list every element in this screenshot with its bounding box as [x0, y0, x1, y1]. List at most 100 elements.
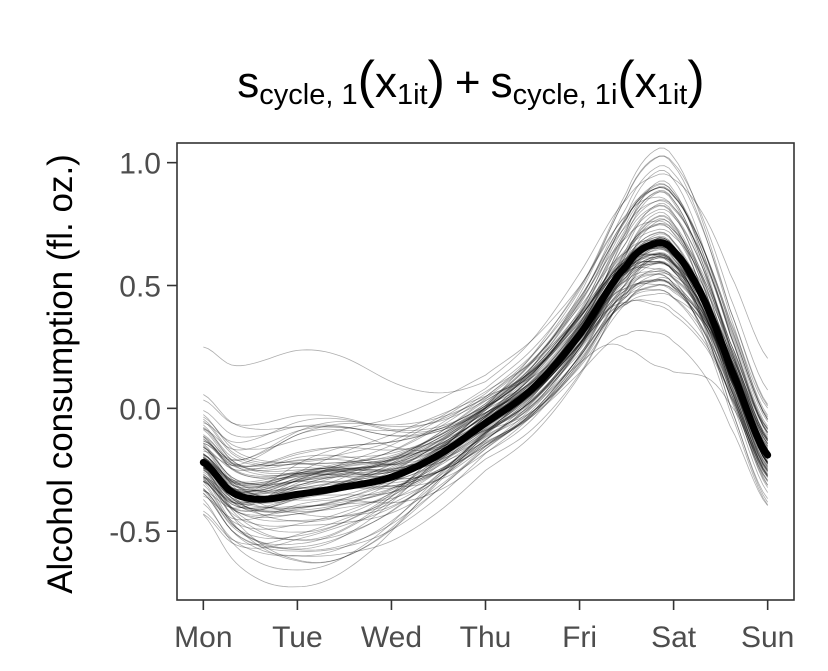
title-x1-sub: 1it [397, 79, 428, 111]
individual-curve [203, 165, 768, 431]
title-plus: + [455, 58, 481, 107]
individual-curve [203, 233, 768, 496]
individual-curve [203, 187, 769, 438]
x-tick-label: Fri [562, 621, 597, 654]
individual-curve [203, 183, 768, 479]
individual-curve [203, 330, 768, 549]
title-paren2-close: ) [687, 51, 704, 109]
individual-curve [203, 203, 768, 496]
individual-curve [203, 249, 768, 489]
x-tick-label: Wed [361, 621, 422, 654]
individual-curve [203, 280, 768, 509]
individual-curve [203, 186, 768, 466]
y-tick-label: 0.0 [119, 393, 161, 426]
y-axis: -0.5 0.0 0.5 1.0 [109, 148, 177, 549]
individual-curve [203, 232, 768, 541]
title-s2: s [491, 58, 513, 107]
individual-curve [203, 220, 769, 477]
x-tick-label: Sat [651, 621, 697, 654]
individual-curve [203, 280, 768, 492]
y-axis-label: Alcohol consumption (fl. oz.) [41, 154, 80, 594]
individual-curve [203, 284, 768, 492]
y-tick-label: -0.5 [109, 516, 161, 549]
individual-curve [203, 279, 768, 471]
individual-curve [203, 266, 768, 499]
individual-curve [203, 279, 768, 467]
individual-curve [203, 253, 768, 521]
individual-curve [203, 284, 768, 487]
individual-curve [203, 253, 769, 501]
individual-curve [203, 253, 768, 487]
individual-curve [203, 292, 768, 564]
individual-curve [203, 219, 768, 511]
individual-curve [203, 228, 768, 501]
individual-curve [203, 223, 768, 513]
individual-curve [203, 186, 768, 480]
individual-curve [203, 252, 769, 527]
individual-curve [203, 270, 768, 504]
y-tick-label: 0.5 [119, 271, 161, 304]
individual-curve [203, 191, 768, 468]
x-axis: Mon Tue Wed Thu Fri Sat Sun [174, 600, 794, 654]
individual-curve [203, 196, 769, 476]
individual-curve [203, 215, 768, 493]
individual-curve [203, 267, 768, 509]
individual-curve [203, 255, 768, 504]
x-tick-label: Mon [174, 621, 232, 654]
individual-curve [203, 247, 768, 541]
individual-curve [203, 147, 768, 464]
individual-curve [203, 245, 769, 503]
title-x2-sub: 1it [657, 79, 688, 111]
title-x1: x [375, 58, 397, 107]
individual-curve [203, 199, 768, 467]
individual-curve [203, 224, 768, 486]
individual-curve [203, 289, 768, 530]
title-paren1-close: ) [428, 51, 445, 109]
individual-curve [203, 262, 768, 505]
individual-curve [203, 246, 768, 571]
individual-curve [203, 200, 768, 476]
individual-curve [203, 180, 768, 495]
title-x2: x [635, 58, 657, 107]
individual-curve [203, 272, 768, 483]
individual-curve [203, 184, 768, 472]
individual-curve [203, 256, 768, 563]
individual-curve [203, 261, 768, 470]
individual-curve [203, 235, 768, 510]
individual-curve [203, 215, 768, 484]
individual-curve [203, 282, 768, 500]
individual-curve [203, 231, 768, 557]
individual-curve [203, 155, 769, 473]
individual-curve [203, 253, 768, 533]
individual-curve [203, 256, 768, 551]
individual-curve [203, 170, 768, 443]
y-tick-label: 1.0 [119, 148, 161, 181]
individual-curve [203, 277, 768, 491]
x-tick-label: Tue [272, 621, 323, 654]
individual-curve [203, 254, 768, 557]
title-paren2-open: ( [617, 51, 635, 109]
mean-curve-group [199, 239, 772, 503]
individual-curve [203, 155, 768, 432]
title-paren1-open: ( [358, 51, 376, 109]
individual-curve [203, 187, 768, 450]
individual-curve [203, 211, 768, 588]
individual-curves [203, 147, 769, 588]
individual-curve [203, 261, 768, 549]
x-tick-label: Sun [741, 621, 794, 654]
individual-curve [203, 270, 768, 467]
individual-curve [203, 223, 768, 518]
individual-curve [203, 343, 768, 516]
x-tick-label: Thu [460, 621, 512, 654]
individual-curve [203, 260, 768, 492]
title-s1-sub: cycle, 1 [259, 79, 357, 111]
individual-curve [203, 254, 768, 509]
individual-curve [203, 173, 768, 394]
individual-curve [203, 288, 768, 519]
individual-curve [203, 189, 769, 487]
chart-title: scycle, 1(x1it) + scycle, 1i(x1it) [237, 51, 704, 111]
individual-curve [203, 273, 768, 496]
individual-curve [203, 237, 769, 552]
